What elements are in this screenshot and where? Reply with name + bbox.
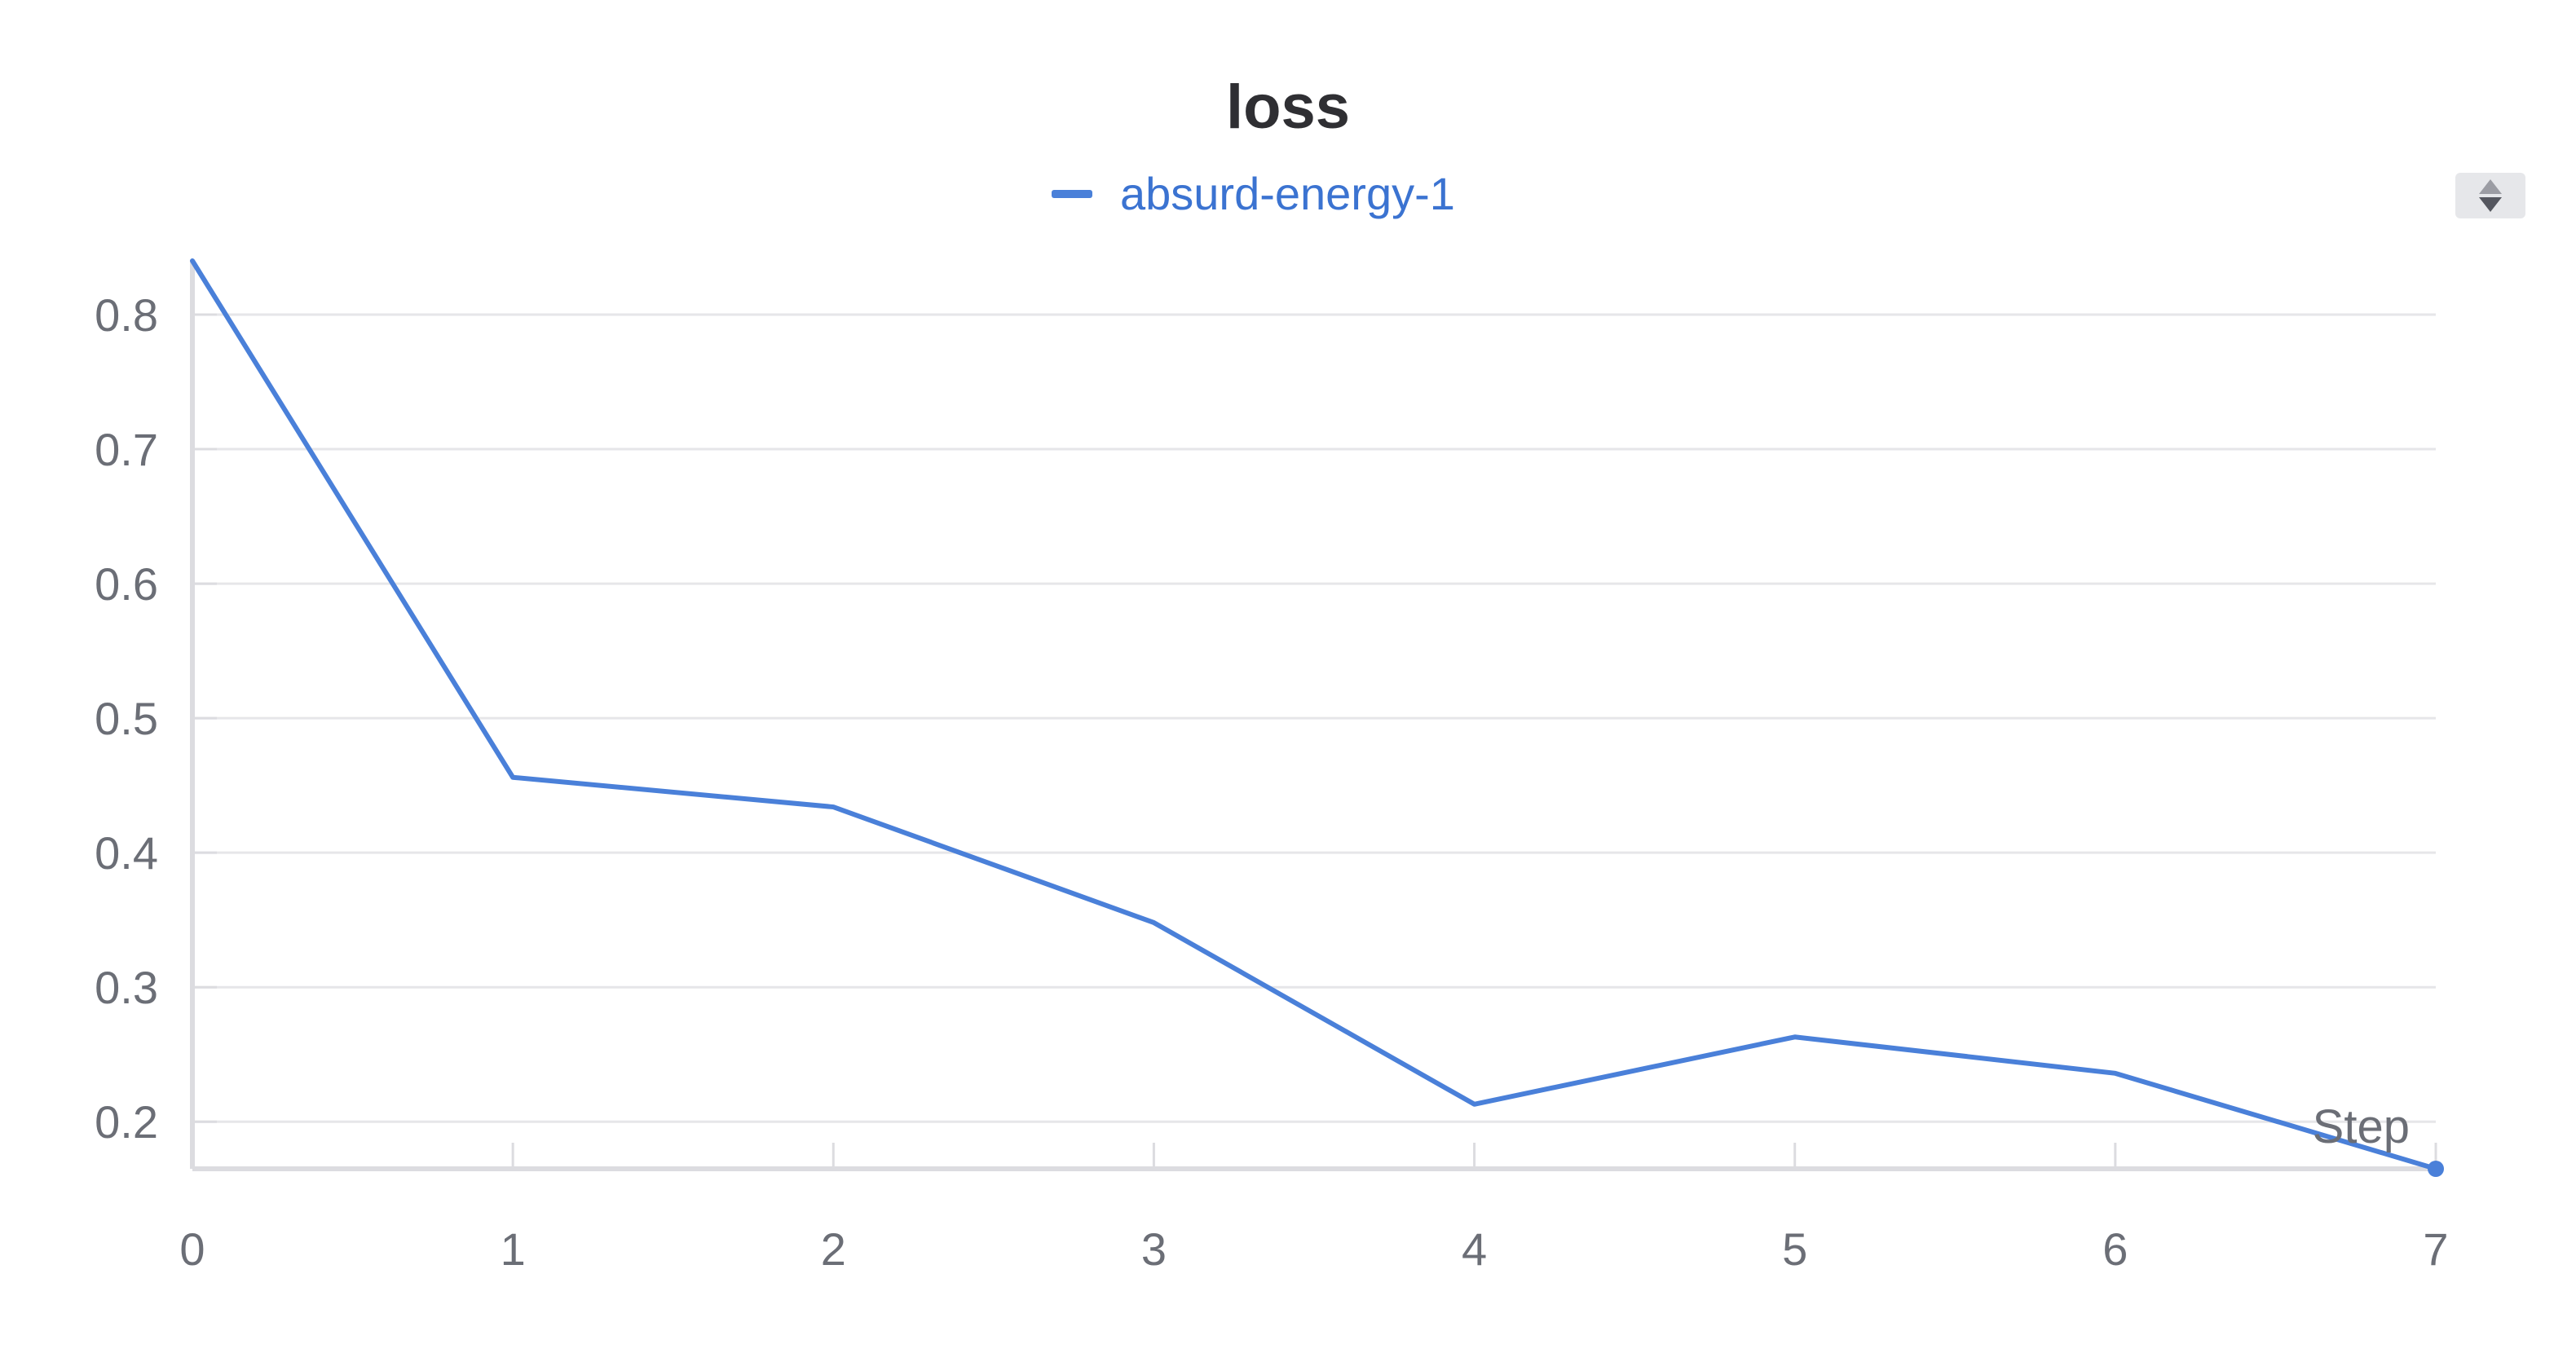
axis-layer — [190, 261, 2436, 1171]
tick-layer — [191, 313, 2437, 1169]
x-tick-label: 1 — [501, 1223, 526, 1275]
series-line — [190, 258, 2438, 1171]
x-tick-label: 5 — [1782, 1223, 1807, 1275]
x-axis-label: Step — [2313, 1100, 2410, 1153]
y-tick-label: 0.6 — [95, 558, 158, 610]
data-point[interactable] — [1470, 1100, 1480, 1109]
data-point[interactable] — [1790, 1032, 1800, 1042]
x-tick-label: 2 — [821, 1223, 846, 1275]
legend[interactable]: absurd-energy-1 — [1052, 167, 1455, 220]
data-point[interactable] — [2111, 1069, 2120, 1078]
legend-label[interactable]: absurd-energy-1 — [1120, 168, 1455, 219]
x-tick-label: 0 — [179, 1223, 205, 1275]
legend-swatch — [1052, 189, 1092, 198]
data-point[interactable] — [187, 256, 197, 266]
series-layer — [187, 256, 2444, 1177]
sort-up-icon — [2479, 179, 2502, 194]
sort-down-icon — [2479, 197, 2502, 212]
y-tick-label: 0.3 — [95, 962, 158, 1013]
y-tick-label: 0.4 — [95, 827, 158, 879]
y-tick-label: 0.5 — [95, 693, 158, 744]
data-point[interactable] — [1149, 918, 1158, 928]
y-tick-label: 0.8 — [95, 289, 158, 341]
grid-layer — [192, 313, 2436, 1123]
x-tick-label: 4 — [1462, 1223, 1487, 1275]
x-tick-label: 7 — [2423, 1223, 2448, 1275]
chart-title: loss — [1225, 73, 1351, 142]
y-tick-label: 0.2 — [95, 1096, 158, 1148]
label-layer: 0.2 0.3 0.4 0.5 0.6 0.7 0.8 0 1 2 3 4 5 6 7 Step — [95, 289, 2448, 1275]
y-tick-label: 0.7 — [95, 424, 158, 475]
data-point[interactable] — [508, 773, 518, 782]
x-tick-label: 6 — [2102, 1223, 2128, 1275]
data-point[interactable] — [2428, 1161, 2444, 1177]
x-tick-label: 3 — [1141, 1223, 1167, 1275]
data-point[interactable] — [828, 802, 838, 812]
legend-sort-button[interactable] — [2455, 173, 2525, 218]
